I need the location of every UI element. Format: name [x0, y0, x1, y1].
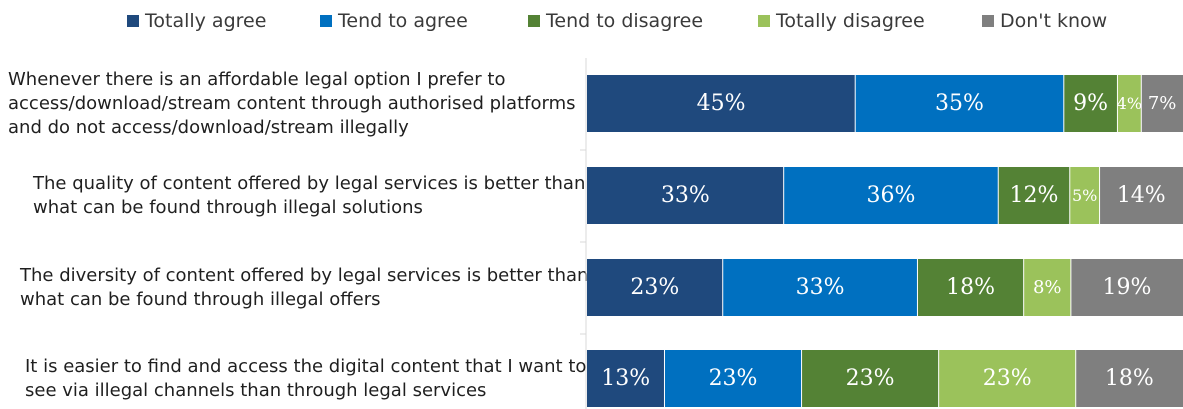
bar-segment [1075, 350, 1183, 407]
category-label-line: Whenever there is an affordable legal op… [8, 68, 506, 90]
data-label: 23% [846, 366, 895, 391]
data-label: 33% [661, 183, 710, 208]
legend-item: Totally agree [127, 8, 266, 34]
data-label: 35% [935, 91, 984, 116]
legend-item: Tend to disagree [528, 8, 703, 34]
legend-item: Tend to agree [320, 8, 468, 34]
data-label: 7% [1148, 93, 1177, 114]
category-label: The quality of content offered by legal … [33, 172, 608, 220]
category-label: The diversity of content offered by lega… [20, 264, 595, 312]
bar-segment [587, 167, 784, 224]
legend-swatch [982, 15, 994, 27]
bar-segment [1023, 259, 1071, 316]
legend-item: Don't know [982, 8, 1107, 34]
data-label: 23% [630, 275, 679, 300]
data-label: 12% [1010, 183, 1059, 208]
bar-segment [1117, 75, 1142, 132]
bar-segment [722, 259, 918, 316]
legend-label: Don't know [1000, 10, 1108, 32]
legend-swatch [758, 15, 770, 27]
bar-segment [664, 350, 802, 407]
category-label-line: The diversity of content offered by lega… [20, 264, 589, 286]
bar-segment [587, 350, 665, 407]
legend-label: Totally agree [145, 10, 267, 32]
data-label: 33% [796, 275, 845, 300]
data-label: 13% [601, 366, 650, 391]
data-label: 18% [946, 275, 995, 300]
bar-segment [917, 259, 1024, 316]
category-label-line: see via illegal channels than through le… [25, 379, 487, 401]
legend-label: Tend to agree [338, 10, 468, 32]
data-label: 23% [983, 366, 1032, 391]
category-label-line: It is easier to find and access the digi… [25, 355, 587, 377]
category-label: Whenever there is an affordable legal op… [8, 68, 583, 140]
legend-swatch [528, 15, 540, 27]
data-label: 18% [1105, 366, 1154, 391]
category-label-line: access/download/stream content through a… [8, 92, 576, 114]
data-label: 14% [1117, 183, 1166, 208]
legend-label: Tend to disagree [546, 10, 704, 32]
bar-segment [855, 75, 1064, 132]
category-label: It is easier to find and access the digi… [25, 355, 600, 403]
bar-segment [1069, 167, 1100, 224]
legend-swatch [127, 15, 139, 27]
bar-segment [587, 259, 723, 316]
data-label: 19% [1102, 275, 1151, 300]
data-label: 9% [1073, 91, 1108, 116]
bar-segment [587, 75, 856, 132]
legend-label: Totally disagree [776, 10, 925, 32]
legend-swatch [320, 15, 332, 27]
category-label-line: The quality of content offered by legal … [33, 172, 586, 194]
data-label: 36% [867, 183, 916, 208]
data-label: 8% [1033, 277, 1062, 298]
category-label-line: and do not access/download/stream illega… [8, 116, 409, 138]
bar-segment [938, 350, 1076, 407]
bar-segment [1099, 167, 1183, 224]
data-label: 23% [709, 366, 758, 391]
bar-segment [1141, 75, 1183, 132]
chart-legend: Totally agree Tend to agree Tend to disagr… [0, 8, 1183, 34]
category-label-line: what can be found through illegal soluti… [33, 196, 423, 218]
bar-segment [1070, 259, 1183, 316]
data-label: 4% [1117, 94, 1142, 113]
category-label-line: what can be found through illegal offers [20, 288, 381, 310]
data-label: 5% [1072, 186, 1097, 205]
legend-item: Totally disagree [758, 8, 925, 34]
bar-segment [998, 167, 1070, 224]
bar-segment [783, 167, 999, 224]
bar-segment [801, 350, 939, 407]
data-label: 45% [697, 91, 746, 116]
bar-segment [1063, 75, 1118, 132]
